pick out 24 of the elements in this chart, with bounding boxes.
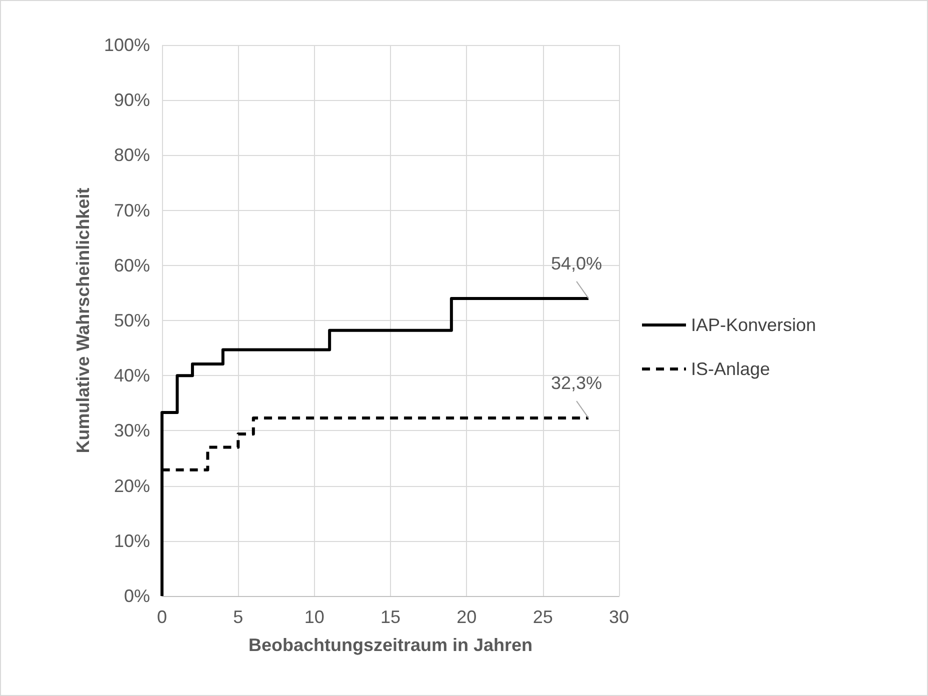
x-tick-label: 30 (608, 607, 630, 627)
x-tick-label: 0 (156, 607, 168, 627)
y-tick-label: 40% (114, 366, 150, 386)
x-tick-label: 15 (380, 607, 401, 627)
x-tick-label: 25 (532, 607, 553, 627)
y-tick-label: 70% (114, 200, 150, 220)
y-tick-label: 80% (114, 145, 150, 166)
y-tick-label: 0% (124, 586, 150, 606)
x-axis-title: Beobachtungszeitraum in Jahren (248, 635, 533, 655)
y-tick-label: 100% (104, 35, 150, 55)
legend-label: IS-Anlage (691, 359, 770, 379)
y-tick-label: 90% (114, 90, 150, 110)
x-tick-label: 20 (456, 607, 477, 627)
y-tick-label: 60% (114, 255, 150, 276)
y-tick-label: 20% (114, 476, 150, 496)
y-tick-label: 50% (114, 310, 150, 330)
y-tick-label: 30% (114, 420, 150, 441)
x-tick-label: 5 (233, 607, 244, 627)
x-tick-label: 10 (304, 607, 324, 627)
legend-label: IAP-Konversion (691, 315, 816, 335)
data-label: 54,0% (551, 253, 602, 274)
data-label: 32,3% (551, 373, 602, 394)
y-axis-title: Kumulative Wahrscheinlichkeit (73, 188, 93, 454)
y-tick-label: 10% (114, 530, 150, 551)
